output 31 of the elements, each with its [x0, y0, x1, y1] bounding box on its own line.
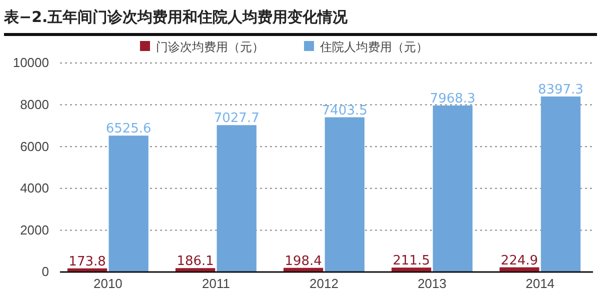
bar	[216, 125, 256, 272]
x-tick-label: 2010	[93, 276, 122, 292]
x-tick-label: 2013	[418, 276, 446, 292]
data-label: 6525.6	[106, 122, 152, 137]
data-label: 8397.3	[538, 82, 584, 98]
data-label: 7403.5	[322, 103, 368, 118]
y-tick-label: 8000	[20, 96, 49, 112]
data-label: 7027.7	[214, 111, 260, 126]
bar	[175, 268, 216, 272]
legend-label: 住院人均费用（元）	[319, 40, 428, 54]
data-label: 198.4	[284, 254, 322, 269]
y-tick-label: 0	[42, 264, 49, 280]
data-label: 211.5	[392, 254, 430, 269]
bar	[108, 136, 148, 272]
y-tick-label: 2000	[20, 222, 49, 238]
bar	[392, 268, 432, 272]
y-tick-label: 4000	[20, 180, 49, 196]
chart-title: 表−2.五年间门诊次均费用和住院人均费用变化情况	[3, 8, 349, 26]
bar	[432, 105, 473, 272]
legend-label: 门诊次均费用（元）	[156, 40, 264, 54]
data-label: 186.1	[176, 254, 214, 270]
x-tick-label: 2012	[310, 276, 338, 292]
data-label: 173.8	[68, 254, 106, 270]
y-tick-label: 6000	[20, 138, 49, 154]
data-label: 7968.3	[430, 91, 476, 106]
y-tick-label: 10000	[12, 55, 49, 70]
bar	[540, 96, 581, 272]
x-tick-label: 2011	[202, 276, 230, 292]
x-tick-label: 2014	[526, 276, 555, 292]
data-label: 224.9	[500, 253, 538, 268]
bar	[324, 117, 364, 272]
